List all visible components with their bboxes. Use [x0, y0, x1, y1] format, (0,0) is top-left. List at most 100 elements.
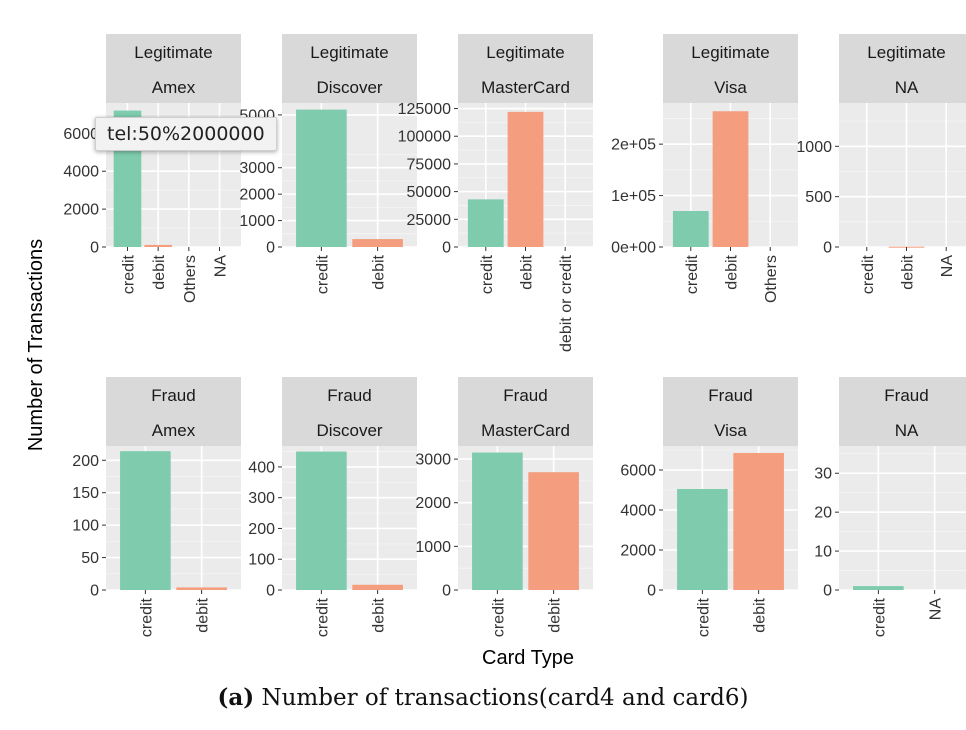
strip-label-top: Legitimate [486, 43, 564, 62]
strip-label-bottom: NA [895, 421, 919, 440]
y-tick-label: 20 [814, 505, 832, 522]
y-tick-label: 1000 [796, 139, 832, 156]
y-tick-label: 4000 [63, 164, 99, 181]
x-tick-label: debit [195, 597, 212, 632]
panel-background [839, 446, 966, 590]
strip-label-top: Legitimate [134, 43, 212, 62]
strip-label-bottom: Visa [714, 421, 747, 440]
y-tick-label: 10 [814, 544, 832, 561]
facet-strip [106, 377, 241, 446]
strip-label-top: Fraud [884, 386, 928, 405]
y-tick-label: 75000 [407, 156, 452, 173]
y-tick-label: 3000 [239, 160, 275, 177]
facet-strip [663, 34, 798, 103]
strip-label-top: Fraud [503, 386, 547, 405]
bar-credit [472, 452, 523, 590]
y-tick-label: 0e+00 [611, 240, 656, 257]
bar-credit [853, 586, 904, 590]
y-tick-label: 150 [72, 485, 99, 502]
strip-label-bottom: MasterCard [481, 78, 570, 97]
y-tick-label: 0 [823, 583, 832, 600]
x-tick-label: debit [900, 254, 917, 289]
bar-debit [352, 584, 403, 590]
y-tick-label: 6000 [63, 126, 99, 143]
y-tick-label: 100 [248, 552, 275, 569]
y-tick-label: 400 [248, 459, 275, 476]
y-tick-label: 0 [823, 240, 832, 257]
facet-panel-1: LegitimateDiscover01000200030005000credi… [239, 34, 417, 294]
x-tick-label: NA [213, 255, 230, 278]
y-tick-label: 6000 [620, 463, 656, 480]
bar-debit [352, 239, 403, 247]
y-tick-label: 0 [442, 583, 451, 600]
facet-strip [458, 377, 593, 446]
x-tick-label: credit [314, 597, 331, 637]
strip-label-top: Legitimate [691, 43, 769, 62]
bar-credit [672, 211, 709, 247]
x-tick-label: credit [490, 597, 507, 637]
y-tick-label: 0 [266, 240, 275, 257]
y-tick-label: 1000 [239, 213, 275, 230]
y-tick-label: 0 [647, 583, 656, 600]
y-tick-label: 200 [72, 453, 99, 470]
facet-panel-3: Legitimate Visa 0e+00 1e+05 2e+05 credit debit… [611, 34, 798, 303]
x-tick-label: credit [479, 254, 496, 294]
x-tick-label: credit [684, 254, 701, 294]
facet-strip [282, 34, 417, 103]
y-tick-label: 0 [442, 240, 451, 257]
x-tick-label: Others [763, 255, 780, 303]
y-tick-label: 50000 [407, 184, 452, 201]
y-tick-label: 500 [805, 189, 832, 206]
y-tick-label: 2000 [620, 543, 656, 560]
figure-caption: (a) Number of transactions(card4 and car… [0, 684, 966, 711]
facet-panel-5: Fraud Amex 0 50 100 150 200 credit debit [72, 377, 241, 637]
y-tick-label: 1e+05 [611, 188, 656, 205]
facet-strip [839, 34, 966, 103]
caption-text: Number of transactions(card4 and card6) [261, 685, 749, 711]
y-tick-label: 0 [90, 583, 99, 600]
strip-label-bottom: Discover [316, 421, 382, 440]
facet-strip [106, 34, 241, 103]
bar-debit [176, 587, 227, 590]
y-tick-label: 1000 [415, 539, 451, 556]
facet-panel-9: Fraud NA 0 10 20 30 credit NA [814, 377, 966, 637]
y-tick-label: 2000 [239, 187, 275, 204]
y-tick-label: 2000 [63, 202, 99, 219]
bar-debit [733, 453, 784, 590]
x-tick-label: credit [138, 597, 155, 637]
bar-credit [467, 199, 504, 247]
bar-credit [677, 489, 728, 590]
facet-panel-8: Fraud Visa 0 2000 4000 6000 credit debit [620, 377, 798, 637]
bar-credit [296, 109, 347, 248]
bar-debit [507, 111, 544, 247]
x-tick-label: debit [151, 254, 168, 289]
y-tick-label: 2000 [415, 495, 451, 512]
strip-label-top: Legitimate [310, 43, 388, 62]
y-tick-label: 2e+05 [611, 137, 656, 154]
x-tick-label: credit [871, 597, 888, 637]
x-tick-label: debit [519, 254, 536, 289]
facet-strip [282, 377, 417, 446]
bar-debit [144, 244, 172, 247]
strip-label-bottom: MasterCard [481, 421, 570, 440]
strip-label-top: Fraud [151, 386, 195, 405]
x-tick-label: NA [939, 255, 956, 278]
facet-panel-7: Fraud MasterCard 0 1000 2000 3000 credit debit [415, 377, 593, 637]
x-tick-label: credit [860, 254, 877, 294]
facet-panel-6: Fraud Discover 0 100 200 300 400 credit debit [248, 377, 417, 637]
y-tick-label: 125000 [398, 101, 451, 118]
facet-strip [458, 34, 593, 103]
caption-label: (a) [217, 684, 255, 711]
y-tick-label: 25000 [407, 212, 452, 229]
bar-credit [120, 451, 171, 590]
x-tick-label: debit or credit [558, 254, 575, 351]
y-tick-label: 0 [266, 583, 275, 600]
y-tick-label: 100000 [398, 129, 451, 146]
facet-panel-0: Legitimate Amex 0 2000 4000 6000 credit debit Ot… [63, 34, 241, 303]
x-tick-label: debit [724, 254, 741, 289]
x-tick-label: credit [695, 597, 712, 637]
x-axis-title: Card Type [482, 647, 574, 669]
x-tick-label: debit [752, 597, 769, 632]
strip-label-bottom: Amex [152, 78, 196, 97]
bar-debit [528, 472, 579, 590]
